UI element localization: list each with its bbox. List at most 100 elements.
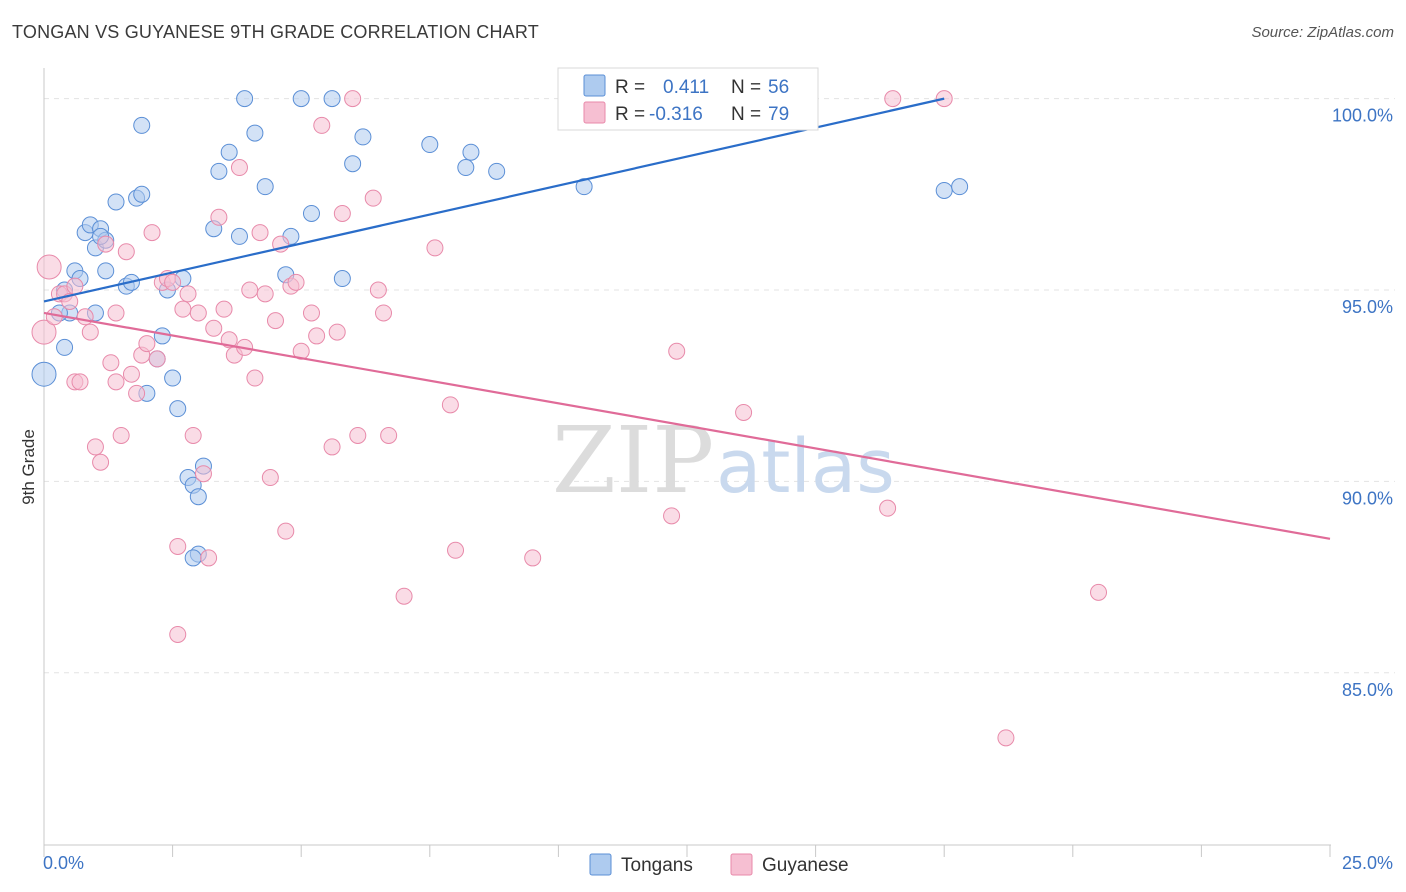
guyanese-point: [524, 549, 542, 567]
guyanese-point: [138, 335, 156, 353]
guyanese-point: [210, 208, 228, 226]
guyanese-point: [426, 239, 444, 257]
guyanese-point: [241, 281, 259, 299]
guyanese-point: [31, 319, 57, 345]
guyanese-point: [174, 300, 192, 318]
guyanese-point: [86, 438, 104, 456]
tongans-point: [292, 90, 310, 108]
axes: [43, 68, 1331, 857]
y-tick-label-2: 90.0%: [1342, 488, 1393, 508]
legend-n-label-2: N =: [731, 104, 761, 125]
tongans-point: [246, 124, 264, 142]
guyanese-point: [344, 90, 362, 108]
tongans-point: [457, 159, 475, 177]
guyanese-point: [143, 224, 161, 242]
guyanese-point: [380, 426, 398, 444]
guyanese-point: [230, 159, 248, 177]
guyanese-point: [395, 587, 413, 605]
tongans-point: [31, 361, 57, 387]
legend-r-label-1: R =: [615, 77, 645, 98]
y-tick-labels: 100.0% 95.0% 90.0% 85.0%: [1332, 106, 1393, 700]
guyanese-point: [1090, 583, 1108, 601]
guyanese-point: [71, 373, 89, 391]
guyanese-point: [447, 541, 465, 559]
guyanese-point: [246, 369, 264, 387]
guyanese-point: [184, 426, 202, 444]
guyanese-point: [97, 235, 115, 253]
tongans-point: [230, 227, 248, 245]
guyanese-point: [122, 365, 140, 383]
guyanese-point: [36, 254, 62, 280]
guyanese-point: [194, 465, 212, 483]
grid: [44, 98, 1395, 674]
guyanese-point: [215, 300, 233, 318]
guyanese-point: [735, 403, 753, 421]
guyanese-point: [92, 453, 110, 471]
guyanese-point: [668, 342, 686, 360]
legend-box: R = 0.411 N = 56 R = -0.316 N = 79: [557, 67, 819, 131]
guyanese-point: [349, 426, 367, 444]
guyanese-point: [333, 204, 351, 222]
guyanese-point: [189, 304, 207, 322]
x-tick-max: 25.0%: [1342, 853, 1393, 873]
guyanese-point: [148, 350, 166, 368]
guyanese-point: [66, 277, 84, 295]
guyanese-trend-line: [43, 311, 1331, 540]
bottom-legend-swatch-guyanese: [730, 853, 753, 876]
guyanese-point: [266, 312, 284, 330]
guyanese-point: [200, 549, 218, 567]
guyanese-point: [277, 522, 295, 540]
tongans-point: [951, 178, 969, 196]
tongans-point: [107, 193, 125, 211]
tongans-point: [164, 369, 182, 387]
legend-swatch-guyanese: [583, 101, 606, 124]
y-tick-label-1: 95.0%: [1342, 297, 1393, 317]
guyanese-point: [81, 323, 99, 341]
chart-title: TONGAN VS GUYANESE 9TH GRADE CORRELATION…: [12, 22, 539, 42]
tongans-point: [462, 143, 480, 161]
guyanese-point: [117, 243, 135, 261]
tongans-point: [189, 488, 207, 506]
guyanese-point: [308, 327, 326, 345]
guyanese-point: [128, 384, 146, 402]
legend-n-value-2: 79: [768, 104, 789, 125]
guyanese-point: [251, 224, 269, 242]
legend-swatch-tongans: [583, 74, 606, 97]
guyanese-point: [169, 625, 187, 643]
guyanese-point: [107, 373, 125, 391]
bottom-legend-label-guyanese: Guyanese: [762, 855, 849, 876]
guyanese-point: [287, 273, 305, 291]
tongans-point: [184, 549, 202, 567]
tongans-point: [169, 400, 187, 418]
y-tick-label-3: 85.0%: [1342, 680, 1393, 700]
tongans-point: [302, 204, 320, 222]
tongans-point: [421, 136, 439, 154]
guyanese-point: [323, 438, 341, 456]
guyanese-point: [441, 396, 459, 414]
tongans-point: [354, 128, 372, 146]
tongans-point: [488, 162, 506, 180]
guyanese-point: [164, 273, 182, 291]
legend-n-label-1: N =: [731, 77, 761, 98]
guyanese-point: [302, 304, 320, 322]
guyanese-point: [102, 354, 120, 372]
y-axis-title: 9th Grade: [19, 429, 38, 505]
tongans-point: [220, 143, 238, 161]
guyanese-point: [179, 285, 197, 303]
bottom-legend-swatch-tongans: [589, 853, 612, 876]
x-tick-min: 0.0%: [43, 853, 84, 873]
legend-n-value-1: 56: [768, 77, 789, 98]
legend-r-label-2: R =: [615, 104, 645, 125]
watermark: ZIP atlas: [552, 407, 895, 514]
tongans-point: [97, 262, 115, 280]
guyanese-point: [879, 499, 897, 517]
source-label: Source: ZipAtlas.com: [1251, 24, 1394, 41]
y-tick-label-0: 100.0%: [1332, 106, 1393, 126]
guyanese-point: [369, 281, 387, 299]
guyanese-point: [107, 304, 125, 322]
watermark-atlas: atlas: [716, 424, 895, 510]
guyanese-point: [205, 319, 223, 337]
guyanese-point: [261, 469, 279, 487]
legend-r-value-1: 0.411: [663, 77, 709, 98]
